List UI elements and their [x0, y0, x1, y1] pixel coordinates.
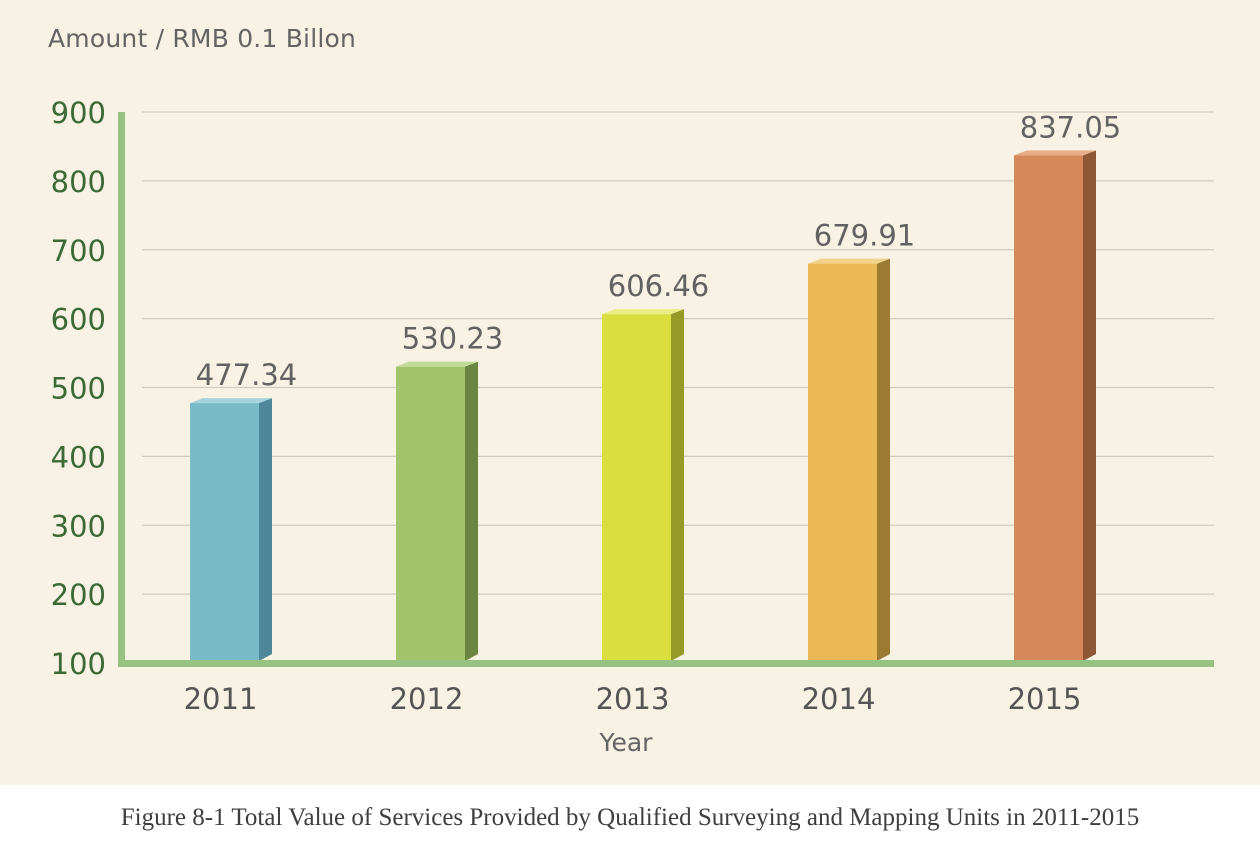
- y-tick-label: 700: [51, 234, 106, 268]
- x-tick-label: 2011: [184, 682, 258, 716]
- y-tick-label: 900: [51, 96, 106, 130]
- bar-2012: [396, 361, 478, 663]
- y-axis-label: Amount / RMB 0.1 Billon: [48, 24, 357, 53]
- x-tick-label: 2012: [390, 682, 464, 716]
- bar-2013: [602, 309, 684, 663]
- y-tick-label: 300: [51, 509, 106, 543]
- bar-front: [190, 403, 259, 663]
- bar-2014: [808, 258, 890, 663]
- x-tick-label: 2015: [1008, 682, 1082, 716]
- data-labels: 477.34 530.23 606.46 679.91 837.05: [196, 110, 1121, 392]
- bar-front: [808, 263, 877, 663]
- data-label: 477.34: [196, 358, 297, 392]
- bar-front: [602, 314, 671, 663]
- y-tick-label: 800: [51, 165, 106, 199]
- y-tick-label: 100: [51, 647, 106, 681]
- x-tick-labels: 2011 2012 2013 2014 2015: [184, 682, 1082, 716]
- data-label: 530.23: [402, 322, 503, 356]
- bar-front: [1014, 155, 1083, 663]
- y-tick-label: 500: [51, 372, 106, 406]
- x-axis-label: Year: [599, 728, 653, 757]
- bar-front: [396, 366, 465, 663]
- data-label: 837.05: [1020, 110, 1121, 144]
- bar-top: [602, 309, 684, 315]
- data-label: 606.46: [608, 269, 709, 303]
- y-tick-labels: 100 200 300 400 500 600 700 800 900: [51, 96, 106, 681]
- bar-side: [465, 361, 478, 661]
- figure-caption: Figure 8-1 Total Value of Services Provi…: [120, 804, 1140, 831]
- y-tick-label: 400: [51, 440, 106, 474]
- y-tick-label: 600: [51, 303, 106, 337]
- bar-side: [671, 309, 684, 661]
- bars: [190, 150, 1096, 663]
- bar-top: [396, 361, 478, 367]
- y-tick-label: 200: [51, 578, 106, 612]
- bar-side: [1083, 150, 1096, 661]
- bar-side: [259, 398, 272, 661]
- bar-2011: [190, 398, 272, 663]
- axes: [118, 112, 1214, 667]
- x-tick-label: 2013: [596, 682, 670, 716]
- y-axis-line: [118, 112, 125, 667]
- x-axis-line: [118, 660, 1214, 667]
- bar-top: [1014, 150, 1096, 156]
- bar-chart: 100 200 300 400 500 600 700 800 900 2011 2012 2013…: [51, 96, 1214, 716]
- data-label: 679.91: [814, 219, 915, 253]
- bar-top: [190, 398, 272, 404]
- bar-top: [808, 258, 890, 264]
- bar-side: [877, 258, 890, 661]
- bar-2015: [1014, 150, 1096, 663]
- x-tick-label: 2014: [802, 682, 876, 716]
